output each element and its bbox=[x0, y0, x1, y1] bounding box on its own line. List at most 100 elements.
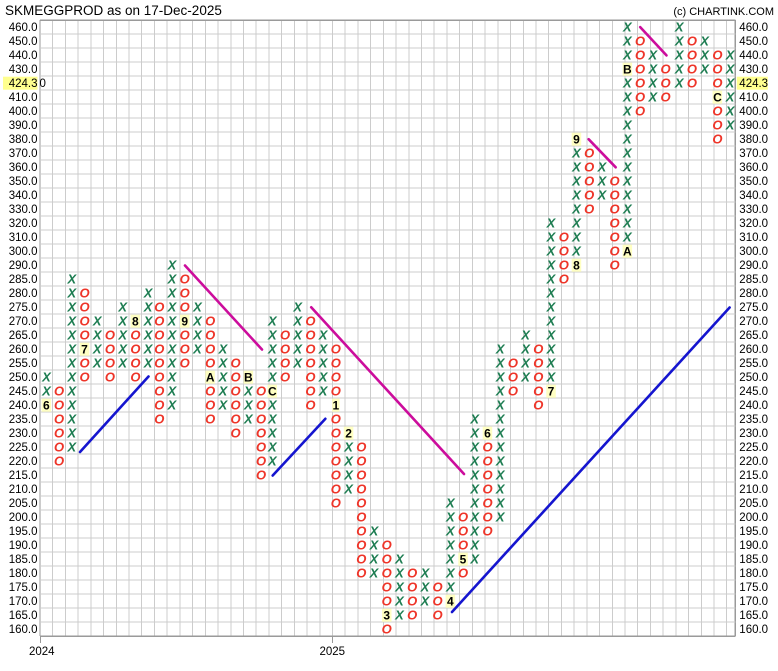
svg-text:X: X bbox=[495, 453, 506, 468]
svg-text:X: X bbox=[243, 383, 254, 398]
svg-text:O: O bbox=[407, 607, 417, 622]
svg-text:X: X bbox=[167, 383, 178, 398]
svg-text:300.0: 300.0 bbox=[9, 246, 38, 258]
svg-text:X: X bbox=[66, 341, 77, 356]
svg-text:O: O bbox=[79, 285, 89, 300]
svg-text:X: X bbox=[469, 523, 480, 538]
svg-text:O: O bbox=[79, 327, 89, 342]
svg-text:275.0: 275.0 bbox=[9, 302, 38, 314]
svg-text:O: O bbox=[482, 453, 492, 468]
svg-text:2024: 2024 bbox=[29, 646, 55, 658]
svg-text:O: O bbox=[356, 509, 366, 524]
svg-text:225.0: 225.0 bbox=[9, 442, 38, 454]
svg-text:160.0: 160.0 bbox=[9, 624, 38, 636]
svg-text:X: X bbox=[597, 159, 608, 174]
svg-text:O: O bbox=[154, 327, 164, 342]
svg-text:X: X bbox=[369, 523, 380, 538]
svg-text:O: O bbox=[154, 397, 164, 412]
svg-text:O: O bbox=[712, 103, 722, 118]
svg-text:O: O bbox=[382, 621, 392, 636]
svg-text:250.0: 250.0 bbox=[9, 372, 38, 384]
svg-text:410.0: 410.0 bbox=[739, 92, 768, 104]
svg-text:O: O bbox=[54, 397, 64, 412]
svg-text:210.0: 210.0 bbox=[739, 484, 768, 496]
svg-text:O: O bbox=[508, 383, 518, 398]
svg-text:O: O bbox=[205, 411, 215, 426]
svg-text:O: O bbox=[356, 565, 366, 580]
svg-text:175.0: 175.0 bbox=[9, 582, 38, 594]
svg-text:X: X bbox=[647, 47, 658, 62]
svg-text:310.0: 310.0 bbox=[9, 232, 38, 244]
svg-text:X: X bbox=[495, 509, 506, 524]
svg-text:X: X bbox=[725, 117, 736, 132]
svg-text:O: O bbox=[508, 369, 518, 384]
svg-text:O: O bbox=[356, 481, 366, 496]
svg-text:O: O bbox=[231, 383, 241, 398]
svg-text:X: X bbox=[520, 369, 531, 384]
svg-text:O: O bbox=[712, 47, 722, 62]
svg-text:O: O bbox=[180, 271, 190, 286]
svg-text:X: X bbox=[318, 369, 329, 384]
svg-text:O: O bbox=[482, 495, 492, 510]
svg-text:X: X bbox=[394, 565, 405, 580]
svg-text:0: 0 bbox=[40, 78, 46, 90]
svg-text:X: X bbox=[66, 299, 77, 314]
svg-text:8: 8 bbox=[132, 314, 139, 328]
svg-text:9: 9 bbox=[573, 132, 580, 146]
svg-text:O: O bbox=[256, 467, 266, 482]
svg-text:O: O bbox=[584, 173, 594, 188]
svg-text:380.0: 380.0 bbox=[739, 134, 768, 146]
svg-text:O: O bbox=[180, 299, 190, 314]
svg-text:O: O bbox=[610, 173, 620, 188]
svg-text:X: X bbox=[420, 593, 431, 608]
svg-text:X: X bbox=[571, 187, 582, 202]
svg-text:X: X bbox=[267, 411, 278, 426]
svg-text:O: O bbox=[256, 453, 266, 468]
svg-text:O: O bbox=[584, 159, 594, 174]
svg-text:O: O bbox=[407, 565, 417, 580]
svg-text:O: O bbox=[231, 397, 241, 412]
svg-text:X: X bbox=[725, 103, 736, 118]
svg-text:2: 2 bbox=[345, 426, 352, 440]
svg-text:O: O bbox=[356, 495, 366, 510]
svg-text:X: X bbox=[41, 383, 52, 398]
svg-text:O: O bbox=[533, 341, 543, 356]
svg-text:X: X bbox=[647, 75, 658, 90]
svg-text:O: O bbox=[482, 509, 492, 524]
svg-text:285.0: 285.0 bbox=[9, 274, 38, 286]
svg-text:O: O bbox=[331, 411, 341, 426]
svg-text:O: O bbox=[458, 523, 468, 538]
svg-text:O: O bbox=[180, 327, 190, 342]
svg-text:O: O bbox=[559, 271, 569, 286]
svg-text:X: X bbox=[394, 593, 405, 608]
svg-text:X: X bbox=[218, 355, 229, 370]
svg-text:X: X bbox=[546, 327, 557, 342]
svg-text:O: O bbox=[533, 397, 543, 412]
svg-text:X: X bbox=[622, 187, 633, 202]
svg-text:O: O bbox=[280, 369, 290, 384]
svg-text:310.0: 310.0 bbox=[739, 232, 768, 244]
svg-text:320.0: 320.0 bbox=[739, 218, 768, 230]
svg-text:O: O bbox=[584, 187, 594, 202]
svg-text:O: O bbox=[305, 327, 315, 342]
svg-text:O: O bbox=[154, 313, 164, 328]
svg-text:175.0: 175.0 bbox=[739, 582, 768, 594]
svg-text:O: O bbox=[280, 341, 290, 356]
svg-text:X: X bbox=[622, 47, 633, 62]
svg-text:X: X bbox=[167, 397, 178, 412]
svg-text:O: O bbox=[305, 397, 315, 412]
svg-text:O: O bbox=[356, 467, 366, 482]
svg-text:O: O bbox=[331, 439, 341, 454]
svg-text:X: X bbox=[622, 215, 633, 230]
svg-text:X: X bbox=[546, 299, 557, 314]
svg-text:O: O bbox=[130, 369, 140, 384]
svg-text:X: X bbox=[622, 159, 633, 174]
svg-text:O: O bbox=[105, 341, 115, 356]
svg-text:1: 1 bbox=[332, 398, 339, 412]
svg-text:(c) CHARTINK.COM: (c) CHARTINK.COM bbox=[673, 6, 774, 18]
svg-text:O: O bbox=[687, 61, 697, 76]
svg-text:O: O bbox=[79, 355, 89, 370]
svg-text:275.0: 275.0 bbox=[739, 302, 768, 314]
svg-text:320.0: 320.0 bbox=[9, 218, 38, 230]
svg-text:O: O bbox=[635, 103, 645, 118]
